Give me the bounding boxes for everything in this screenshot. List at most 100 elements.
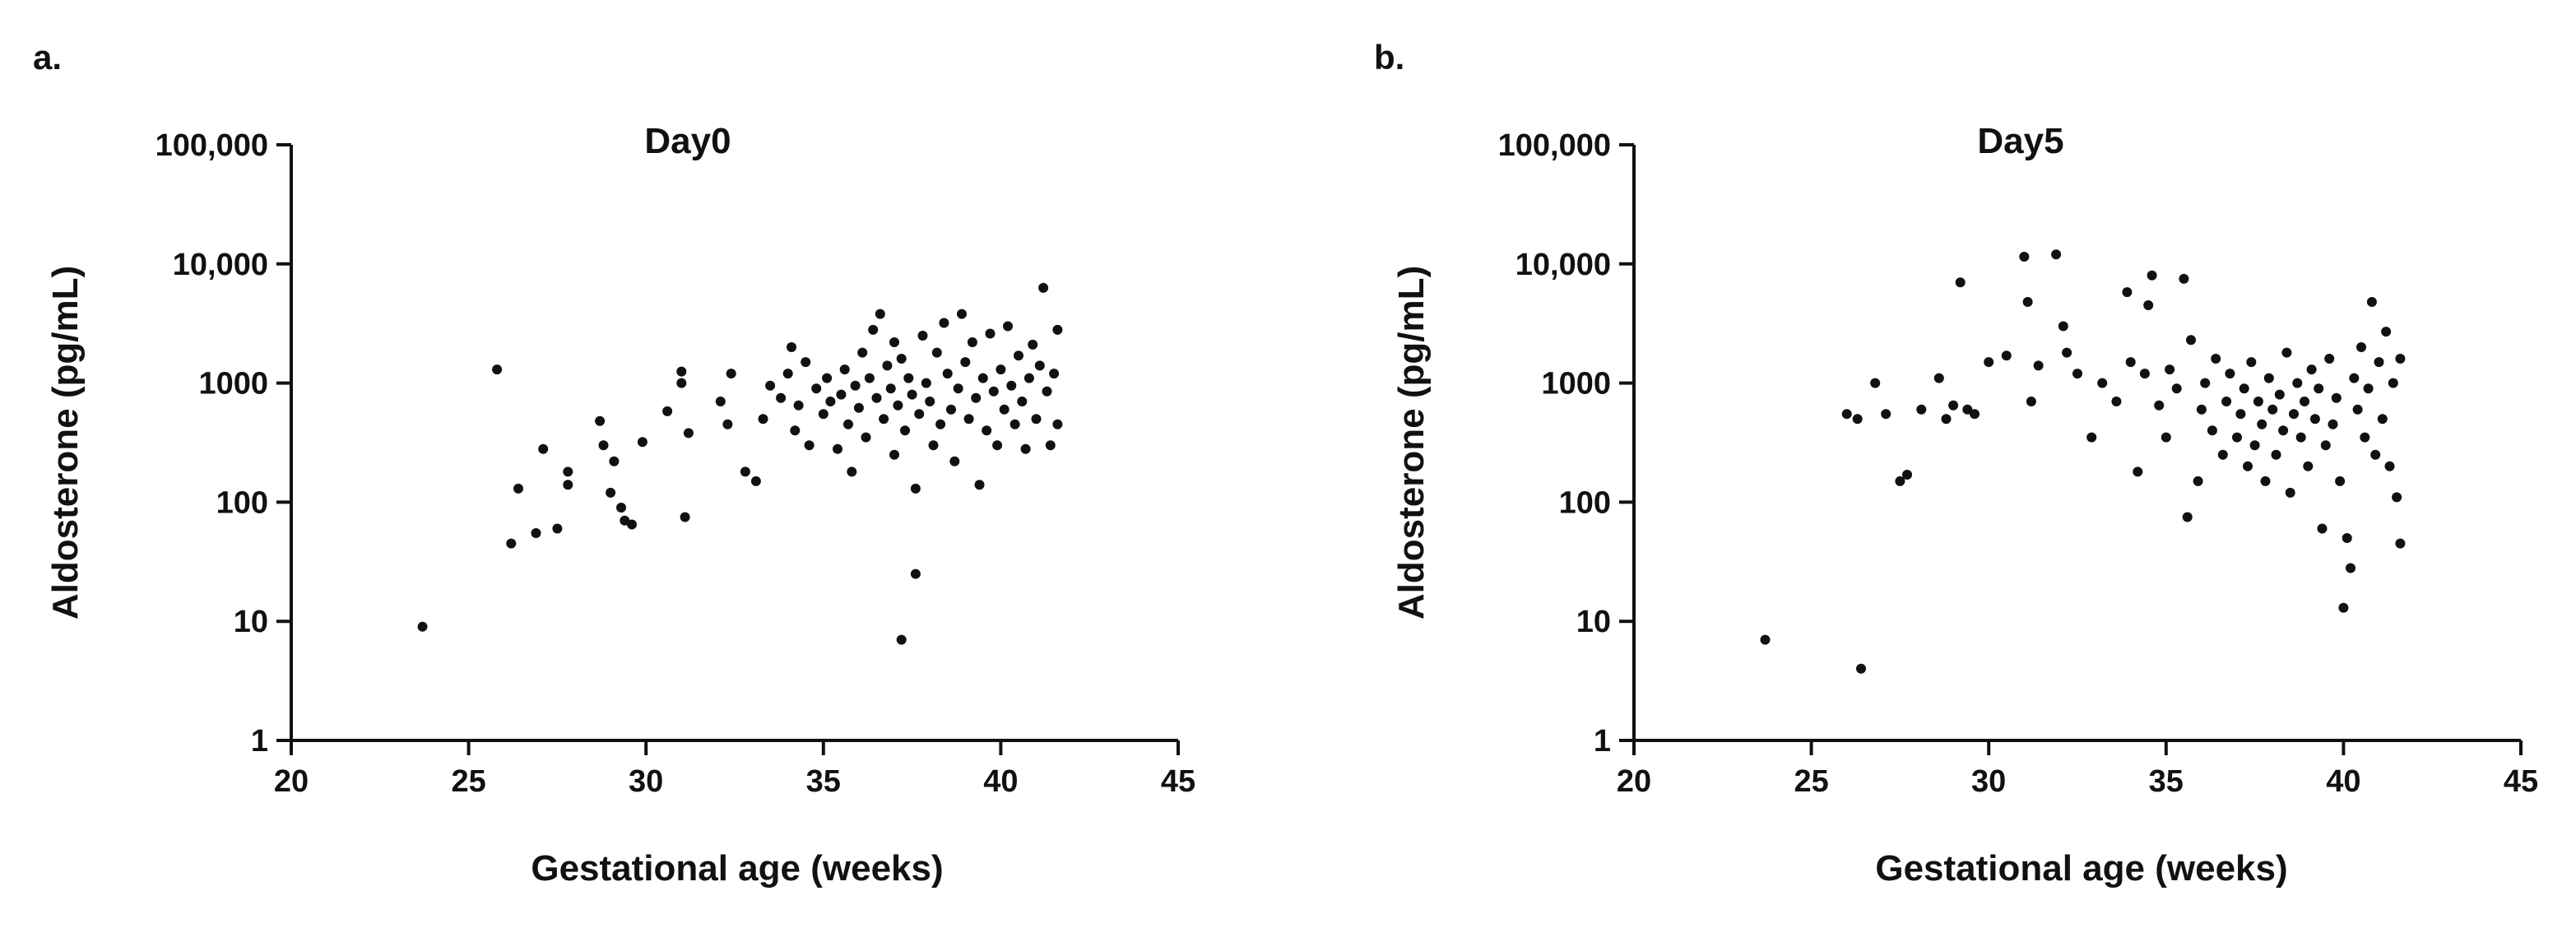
panel-a-y-tick-label-10000: 10,000	[173, 248, 268, 282]
panel-a-point-62	[903, 373, 914, 383]
panel-b-point-9	[1933, 373, 1944, 383]
panel-a-point-20	[680, 512, 690, 522]
panel-a-point-26	[750, 476, 761, 486]
panel-b-point-58	[2263, 373, 2274, 383]
panel-a-point-59	[896, 354, 907, 364]
panel-b-point-89	[2374, 357, 2384, 368]
panel-a-point-89	[996, 364, 1006, 375]
panel-b-point-27	[2111, 397, 2122, 406]
panel-b-point-46	[2217, 449, 2228, 460]
panel-b-point-70	[2306, 364, 2317, 375]
panel-a-point-74	[942, 369, 953, 379]
panel-a-x-tick-label-35: 35	[806, 764, 841, 799]
panel-b-point-59	[2267, 404, 2278, 415]
panel-b-point-56	[2257, 419, 2267, 429]
panel-b-point-41	[2193, 476, 2203, 486]
panel-a-point-72	[935, 419, 946, 429]
panel-a-point-36	[811, 383, 822, 394]
panel-b-point-17	[2019, 252, 2030, 262]
panel-b-point-15	[1984, 357, 1994, 368]
panel-a-point-99	[1031, 414, 1042, 425]
panel-a-point-35	[804, 440, 815, 451]
panel-a-point-52	[875, 309, 885, 319]
panel-b-point-49	[2232, 432, 2242, 443]
panel-b-point-47	[2221, 397, 2232, 406]
panel-a-point-81	[967, 337, 977, 347]
panel-b-point-39	[2182, 512, 2193, 522]
panel-a-point-57	[889, 337, 899, 347]
panel-b: b. Day5 Aldosterone (pg/mL) Gestational …	[1374, 38, 2538, 889]
panel-b-point-10	[1941, 414, 1952, 425]
panel-b-point-69	[2303, 461, 2314, 471]
panel-a-point-100	[1034, 360, 1045, 371]
panel-a-point-25	[740, 466, 750, 477]
panel-a-point-19	[676, 378, 687, 388]
panel-a-point-95	[1017, 397, 1028, 406]
panel-a-point-64	[910, 483, 921, 494]
panel-b-point-16	[2001, 350, 2012, 361]
panel-a-point-9	[595, 415, 606, 426]
panel-b-point-88	[2370, 449, 2381, 460]
panel-b-label: b.	[1374, 38, 1404, 77]
panel-a-point-12	[609, 456, 620, 466]
panel-b-point-53	[2246, 357, 2257, 368]
panel-b-point-50	[2235, 409, 2246, 420]
panel-a-point-79	[960, 357, 971, 368]
panel-a-point-24	[726, 369, 736, 379]
panel-a-point-58	[893, 400, 903, 411]
panel-a-point-37	[818, 409, 828, 420]
panel-a-y-tick-label-1000: 1000	[198, 367, 268, 401]
panel-a-y-tick-label-100: 100	[216, 485, 268, 520]
panel-b-point-25	[2086, 432, 2097, 443]
panel-b-point-13	[1962, 404, 1973, 415]
panel-b-point-85	[2360, 432, 2370, 443]
panel-a-point-5	[538, 443, 549, 454]
panel-b-point-74	[2320, 440, 2331, 451]
panel-b-y-tick-label-1: 1	[1594, 724, 1611, 759]
panel-b-point-19	[2026, 397, 2036, 406]
panel-b-point-38	[2179, 273, 2189, 284]
panel-a-point-40	[833, 443, 842, 454]
panel-a-x-tick-label-25: 25	[451, 764, 485, 799]
panel-b-y-tick-label-100000: 100,000	[1498, 128, 1611, 163]
panel-b-x-tick-label-40: 40	[2326, 764, 2360, 799]
panel-b-point-61	[2274, 389, 2285, 400]
panel-a-point-84	[977, 373, 988, 383]
panel-b-point-55	[2253, 397, 2263, 406]
panel-b-point-63	[2281, 347, 2292, 358]
panel-a-point-90	[999, 404, 1010, 415]
panel-b-point-57	[2260, 476, 2271, 486]
panel-a-point-50	[868, 324, 879, 335]
panel-b-point-32	[2143, 300, 2154, 310]
panel-b-point-73	[2317, 523, 2328, 534]
panel-b-point-68	[2300, 397, 2309, 406]
panel-a-y-tick-label-1: 1	[251, 724, 268, 759]
panel-b-point-5	[1881, 409, 1891, 420]
panel-b-point-81	[2346, 563, 2356, 573]
panel-b-point-76	[2328, 419, 2338, 429]
panel-b-point-29	[2125, 357, 2136, 368]
panel-a-point-32	[790, 425, 801, 436]
panel-a-point-23	[722, 419, 733, 429]
panel-a-point-55	[885, 383, 896, 394]
panel-a-label: a.	[33, 38, 62, 77]
panel-a-point-21	[683, 428, 694, 438]
panel-a-point-102	[1042, 386, 1052, 397]
panel-b-point-54	[2249, 440, 2260, 451]
panel-a-point-85	[982, 425, 992, 436]
panel-a-point-96	[1020, 443, 1031, 454]
panel-a-point-41	[836, 389, 847, 400]
panel-a-point-2	[506, 538, 517, 549]
panel-a-point-7	[563, 466, 573, 477]
panel-b-point-3	[1856, 663, 1866, 674]
panel-b-point-12	[1955, 277, 1966, 288]
panel-a-point-11	[606, 487, 616, 498]
panel-b-point-40	[2186, 335, 2196, 346]
panel-b-point-65	[2289, 409, 2299, 420]
panel-a-title: Day0	[644, 121, 731, 161]
panel-a-x-tick-label-40: 40	[983, 764, 1018, 799]
panel-b-point-33	[2147, 270, 2157, 281]
panel-b-x-tick-label-30: 30	[1971, 764, 2006, 799]
panel-b-point-28	[2122, 287, 2133, 298]
